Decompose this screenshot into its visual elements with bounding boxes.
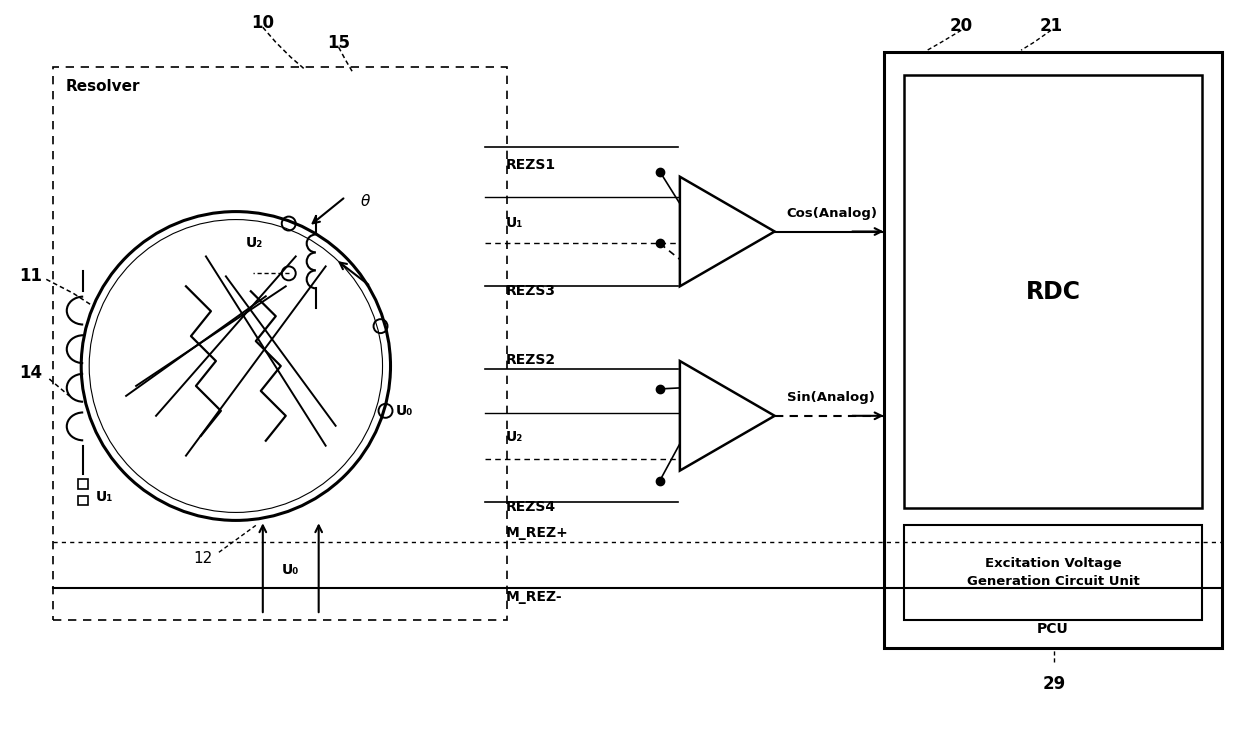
Text: REZS2: REZS2	[505, 353, 556, 367]
Bar	[884, 52, 1221, 648]
Text: U₂: U₂	[505, 430, 522, 444]
Text: M_REZ+: M_REZ+	[505, 526, 568, 540]
Text: REZS4: REZS4	[505, 501, 556, 515]
Text: U₁: U₁	[97, 491, 114, 504]
Text: RDC: RDC	[1025, 280, 1080, 304]
Bar	[78, 479, 88, 488]
Text: 12: 12	[193, 550, 213, 566]
Text: U₁: U₁	[505, 216, 522, 230]
Text: Resolver: Resolver	[66, 79, 140, 94]
Text: U₀: U₀	[396, 404, 413, 418]
Bar	[904, 75, 1202, 509]
Bar	[53, 67, 507, 620]
Text: 11: 11	[20, 268, 42, 285]
Text: 20: 20	[950, 18, 973, 35]
Text: 21: 21	[1039, 18, 1063, 35]
Text: REZS3: REZS3	[505, 284, 556, 298]
Text: θ: θ	[361, 194, 370, 209]
Text: U₀: U₀	[283, 563, 299, 577]
Bar	[904, 526, 1202, 620]
Text: M_REZ-: M_REZ-	[505, 590, 562, 604]
Text: PCU: PCU	[1037, 622, 1069, 636]
Text: Cos(Analog): Cos(Analog)	[786, 207, 878, 219]
Text: 15: 15	[327, 34, 350, 52]
Text: REZS1: REZS1	[505, 158, 556, 172]
Text: 14: 14	[20, 364, 42, 382]
Text: U₂: U₂	[246, 236, 263, 251]
Text: 29: 29	[1043, 675, 1065, 693]
Text: Excitation Voltage
Generation Circuit Unit: Excitation Voltage Generation Circuit Un…	[967, 557, 1140, 588]
Text: Sin(Analog): Sin(Analog)	[786, 391, 874, 404]
Bar	[78, 496, 88, 505]
Text: 10: 10	[252, 15, 274, 32]
